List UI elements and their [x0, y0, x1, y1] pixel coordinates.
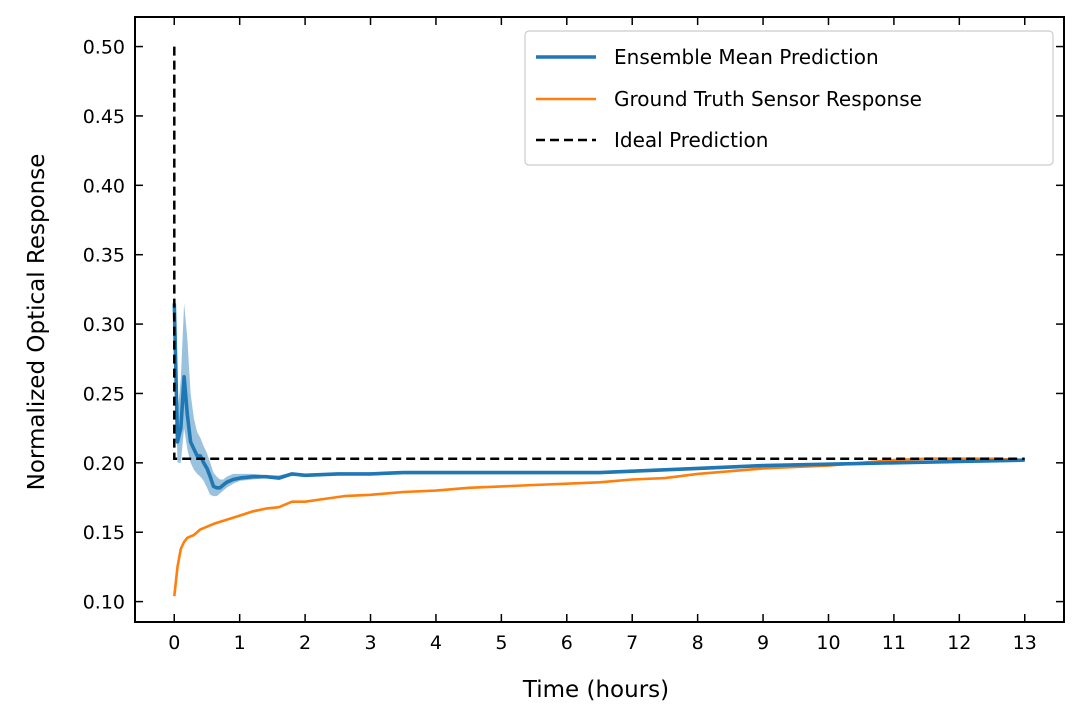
plot-area: [172, 46, 1025, 597]
legend-label-ground-truth: Ground Truth Sensor Response: [614, 87, 922, 111]
series-line-ensemble-mean: [172, 303, 1025, 490]
x-tick-label: 11: [882, 632, 906, 654]
y-tick-label: 0.50: [83, 37, 125, 59]
x-axis-title: Time (hours): [522, 677, 669, 703]
legend-label-ensemble: Ensemble Mean Prediction: [614, 45, 879, 69]
x-tick-label: 2: [299, 632, 311, 654]
y-tick-label: 0.40: [83, 175, 125, 197]
x-tick-label: 7: [626, 632, 638, 654]
y-axis-title: Normalized Optical Response: [24, 154, 50, 491]
plot-frame: [134, 16, 1065, 623]
axes: 0 1 2 3 4 5 6 7 8 9 10 11 12 130.100.150.200.250.300.…: [83, 16, 1065, 654]
y-tick-label: 0.25: [83, 383, 125, 405]
x-tick-label: 3: [364, 632, 376, 654]
y-tick-label: 0.20: [83, 453, 125, 475]
x-tick-label: 5: [495, 632, 507, 654]
x-tick-label: 8: [692, 632, 704, 654]
legend-label-ideal: Ideal Prediction: [614, 128, 768, 152]
x-tick-label: 10: [816, 632, 840, 654]
x-tick-label: 4: [430, 632, 442, 654]
y-tick-label: 0.35: [83, 245, 125, 267]
y-tick-label: 0.15: [83, 522, 125, 544]
y-tick-label: 0.30: [83, 314, 125, 336]
legend: Ensemble Mean Prediction Ground Truth Se…: [524, 30, 1054, 166]
series-line-ideal-prediction: [173, 46, 1025, 460]
legend-frame: [524, 30, 1054, 166]
x-tick-label: 9: [757, 632, 769, 654]
x-tick-label: 0: [168, 632, 180, 654]
x-tick-label: 12: [947, 632, 971, 654]
x-tick-label: 6: [561, 632, 573, 654]
y-tick-label: 0.10: [83, 592, 125, 614]
x-tick-label: 1: [234, 632, 246, 654]
x-tick-label: 13: [1013, 632, 1037, 654]
y-tick-label: 0.45: [83, 106, 125, 128]
